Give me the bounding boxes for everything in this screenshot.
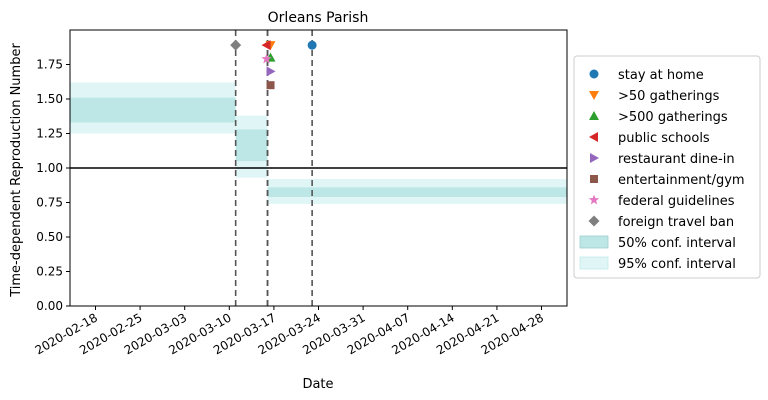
legend-label: public schools	[618, 131, 710, 146]
legend-label: federal guidelines	[618, 194, 735, 209]
marker-entertainment-gym	[266, 81, 275, 90]
legend-box	[573, 55, 761, 279]
legend-label: stay at home	[618, 68, 704, 83]
marker-federal-guidelines	[261, 53, 272, 64]
legend-label-ci95: 95% conf. interval	[618, 257, 736, 272]
marker-stay-at-home	[307, 40, 317, 50]
legend-marker-7	[588, 215, 600, 227]
legend-label: restaurant dine-in	[618, 152, 735, 167]
legend-label: >50 gatherings	[618, 89, 720, 104]
marker-foreign-travel-ban	[230, 39, 242, 51]
y-tick-label: 0.00	[36, 299, 63, 313]
marker-public-schools	[261, 40, 271, 51]
legend-marker-0	[589, 69, 599, 79]
legend-marker-1	[589, 91, 599, 100]
ci50-band-1	[235, 129, 268, 162]
y-tick-label: 1.50	[36, 92, 63, 106]
ci50-band-0	[70, 97, 236, 123]
y-axis-label: Time-dependent Reproduction Number	[9, 43, 24, 298]
legend-marker-4	[590, 153, 599, 163]
legend-marker-5	[590, 175, 598, 183]
plot-area: 0.000.250.500.751.001.251.501.752020-02-…	[33, 29, 568, 357]
legend: stay at home >50 gatherings >500 gathering…	[573, 55, 761, 279]
y-tick-label: 0.75	[36, 196, 63, 210]
y-tick-label: 1.00	[36, 161, 63, 175]
chart-title: Orleans Parish	[268, 10, 369, 26]
y-tick-label: 1.75	[36, 58, 63, 72]
y-tick-label: 0.25	[36, 265, 63, 279]
legend-label: >500 gatherings	[618, 110, 728, 125]
ci50-band-2	[267, 187, 567, 197]
marker-restaurant-dine-in	[266, 66, 276, 77]
legend-label: entertainment/gym	[618, 173, 745, 188]
legend-swatch-ci50	[579, 235, 609, 249]
y-tick-label: 0.50	[36, 230, 63, 244]
legend-swatch-ci95	[579, 256, 609, 270]
x-axis-label: Date	[302, 377, 333, 392]
y-tick-label: 1.25	[36, 127, 63, 141]
legend-label: foreign travel ban	[618, 215, 734, 230]
legend-marker-2	[589, 111, 599, 120]
legend-label-ci50: 50% conf. interval	[618, 236, 736, 251]
legend-marker-6	[588, 194, 600, 205]
legend-marker-3	[589, 132, 598, 142]
